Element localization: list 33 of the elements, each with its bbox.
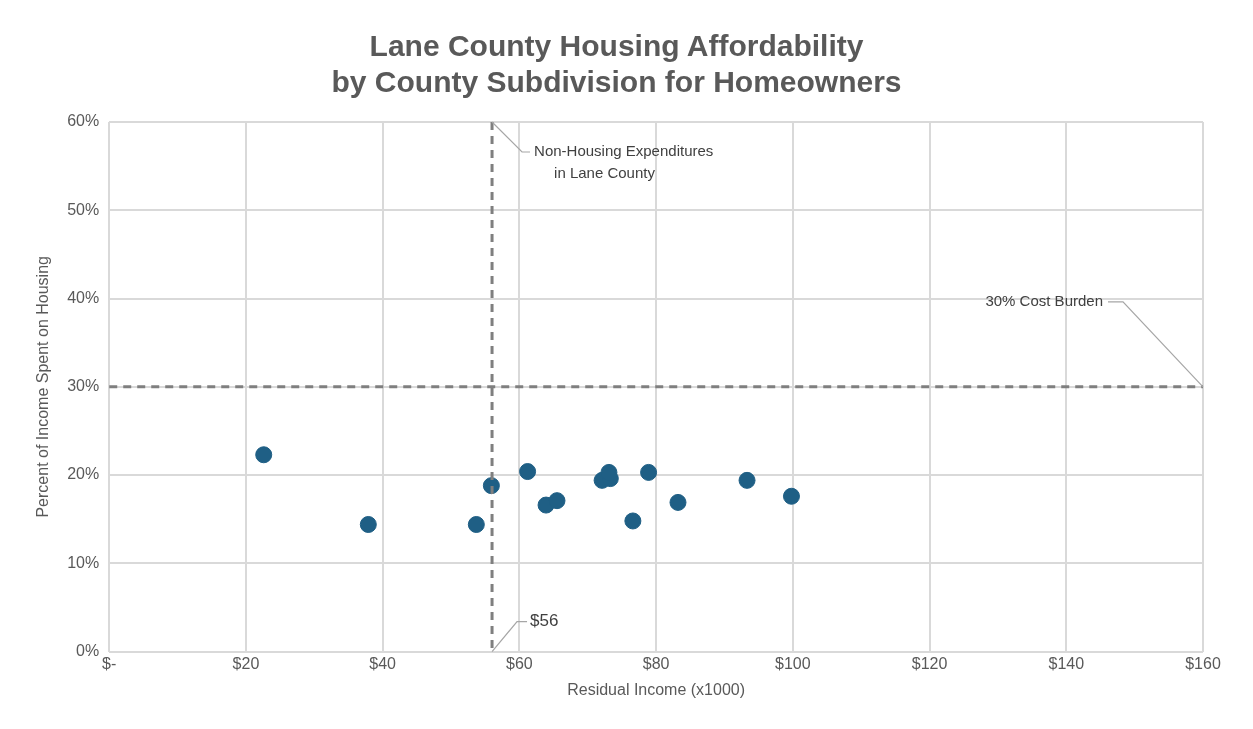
y-tick-label: 50% <box>67 200 100 218</box>
x-tick-label: $140 <box>1048 654 1085 672</box>
point <box>255 446 273 464</box>
ref-line-label: 30% Cost Burden <box>985 291 1103 309</box>
text: Lane County Housing Affordability <box>369 29 864 63</box>
y-tick-label: 20% <box>67 465 100 483</box>
y-tick-label: 0% <box>76 642 100 660</box>
point <box>359 516 377 533</box>
y-tick-label: 60% <box>67 112 100 130</box>
y-tick-label: 40% <box>67 288 100 306</box>
point <box>640 463 658 481</box>
ref-line-label: Non-Housing Expenditures in Lane County <box>534 142 714 182</box>
x-tick-label: $160 <box>1185 654 1221 672</box>
x-tick-label: $100 <box>775 654 811 672</box>
x-tick-label: $20 <box>232 654 260 672</box>
x-tick-label: $60 <box>506 654 533 672</box>
x-tick-label: $- <box>102 654 117 672</box>
x-tick-label: $40 <box>369 654 397 672</box>
x-tick-label: $80 <box>642 654 670 672</box>
text: by County Subdivision for Homeowners <box>331 65 902 99</box>
x-axis-title: Residual Income (x1000) <box>567 680 746 698</box>
point <box>548 492 566 510</box>
annotation: $56 <box>530 611 559 631</box>
y-tick-label: 30% <box>67 377 100 395</box>
point <box>669 493 687 511</box>
y-tick-label: 10% <box>67 553 100 571</box>
x-tick-label: $120 <box>911 654 948 672</box>
y-axis-title: Percent of Income Spent on Housing <box>34 256 52 518</box>
point <box>467 516 485 533</box>
point <box>519 463 537 481</box>
point <box>738 471 756 489</box>
point <box>624 512 642 530</box>
point <box>782 487 800 505</box>
